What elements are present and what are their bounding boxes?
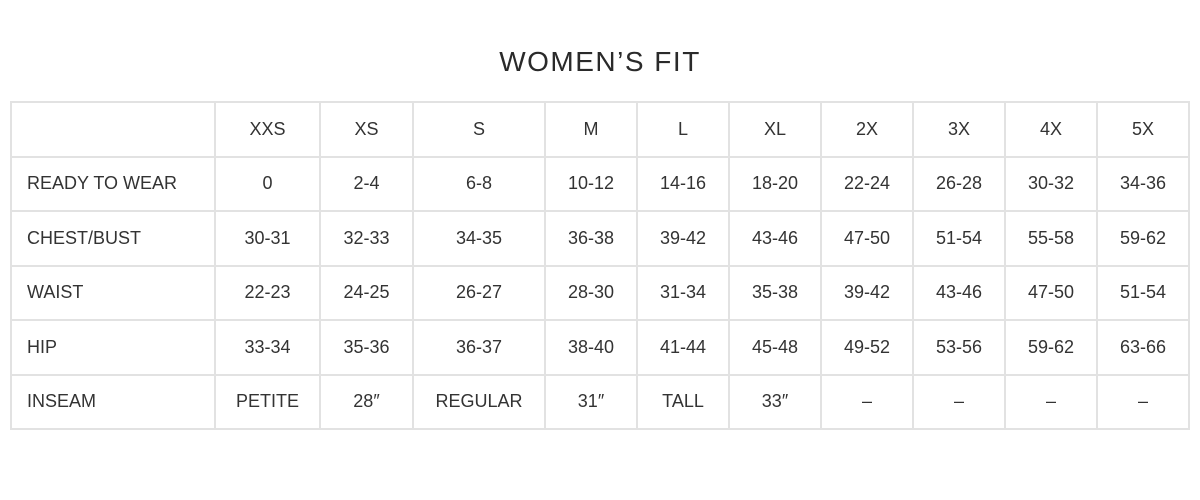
- table-cell: 36-37: [412, 319, 546, 376]
- table-cell: 34-36: [1096, 155, 1190, 212]
- size-header-cell: 3X: [912, 101, 1006, 158]
- table-cell: 49-52: [820, 319, 914, 376]
- size-header-cell: XS: [319, 101, 414, 158]
- table-cell: 6-8: [412, 155, 546, 212]
- size-header-cell: 5X: [1096, 101, 1190, 158]
- table-cell: 43-46: [728, 210, 822, 267]
- table-cell: 43-46: [912, 264, 1006, 321]
- table-cell: 36-38: [544, 210, 638, 267]
- table-cell: 51-54: [912, 210, 1006, 267]
- table-row: INSEAM PETITE 28″ REGULAR 31″ TALL 33″ – – – –: [10, 373, 1190, 430]
- table-cell: –: [1004, 373, 1098, 430]
- table-cell: 2-4: [319, 155, 414, 212]
- table-row: READY TO WEAR 0 2-4 6-8 10-12 14-16 18-20 22-24…: [10, 155, 1190, 212]
- table-cell: –: [820, 373, 914, 430]
- size-chart-table: XXS XS S M L XL 2X 3X 4X 5X READY TO WEAR 0 2-4 6-8 10…: [10, 101, 1190, 430]
- table-cell: 30-32: [1004, 155, 1098, 212]
- table-row: CHEST/BUST 30-31 32-33 34-35 36-38 39-42 43-46…: [10, 210, 1190, 267]
- row-label: CHEST/BUST: [10, 210, 216, 267]
- table-cell: PETITE: [214, 373, 321, 430]
- size-header-cell: M: [544, 101, 638, 158]
- table-cell: 26-28: [912, 155, 1006, 212]
- table-cell: 30-31: [214, 210, 321, 267]
- table-cell: –: [1096, 373, 1190, 430]
- size-header-cell: XL: [728, 101, 822, 158]
- table-cell: 41-44: [636, 319, 730, 376]
- table-cell: 28-30: [544, 264, 638, 321]
- table-cell: 47-50: [820, 210, 914, 267]
- table-cell: 35-38: [728, 264, 822, 321]
- row-label: READY TO WEAR: [10, 155, 216, 212]
- table-cell: 31-34: [636, 264, 730, 321]
- table-cell: –: [912, 373, 1006, 430]
- size-header-cell: 4X: [1004, 101, 1098, 158]
- table-cell: 28″: [319, 373, 414, 430]
- table-cell: REGULAR: [412, 373, 546, 430]
- table-cell: 51-54: [1096, 264, 1190, 321]
- table-cell: 26-27: [412, 264, 546, 321]
- header-row: XXS XS S M L XL 2X 3X 4X 5X: [10, 101, 1190, 158]
- table-cell: 31″: [544, 373, 638, 430]
- table-cell: 33″: [728, 373, 822, 430]
- table-cell: 39-42: [820, 264, 914, 321]
- row-label: INSEAM: [10, 373, 216, 430]
- table-cell: 0: [214, 155, 321, 212]
- table-cell: 34-35: [412, 210, 546, 267]
- table-row: WAIST 22-23 24-25 26-27 28-30 31-34 35-38 39-42…: [10, 264, 1190, 321]
- table-cell: 10-12: [544, 155, 638, 212]
- table-cell: 59-62: [1096, 210, 1190, 267]
- table-cell: 33-34: [214, 319, 321, 376]
- table-cell: 38-40: [544, 319, 638, 376]
- table-cell: 22-24: [820, 155, 914, 212]
- size-header-cell: 2X: [820, 101, 914, 158]
- table-cell: 53-56: [912, 319, 1006, 376]
- table-cell: 35-36: [319, 319, 414, 376]
- table-cell: 18-20: [728, 155, 822, 212]
- size-header-cell: L: [636, 101, 730, 158]
- size-header-cell: XXS: [214, 101, 321, 158]
- table-row: HIP 33-34 35-36 36-37 38-40 41-44 45-48 49-52 53…: [10, 319, 1190, 376]
- table-cell: 55-58: [1004, 210, 1098, 267]
- header-corner-cell: [10, 101, 216, 158]
- row-label: HIP: [10, 319, 216, 376]
- table-cell: 47-50: [1004, 264, 1098, 321]
- row-label: WAIST: [10, 264, 216, 321]
- table-cell: 45-48: [728, 319, 822, 376]
- size-header-cell: S: [412, 101, 546, 158]
- table-cell: 24-25: [319, 264, 414, 321]
- page-title: WOMEN’S FIT: [499, 46, 701, 77]
- table-cell: 32-33: [319, 210, 414, 267]
- table-cell: TALL: [636, 373, 730, 430]
- table-cell: 59-62: [1004, 319, 1098, 376]
- table-cell: 63-66: [1096, 319, 1190, 376]
- table-cell: 22-23: [214, 264, 321, 321]
- table-cell: 39-42: [636, 210, 730, 267]
- table-cell: 14-16: [636, 155, 730, 212]
